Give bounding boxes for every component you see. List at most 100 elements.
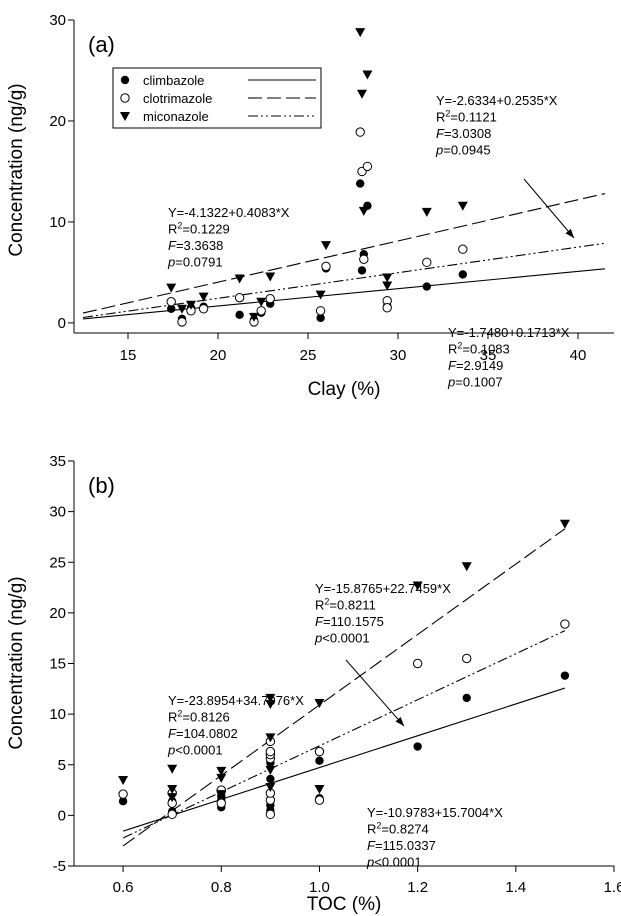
annotation-line: Y=-4.1322+0.4083*X — [168, 205, 290, 220]
data-point — [382, 273, 393, 283]
data-point — [120, 75, 130, 85]
y-tick-label: 10 — [49, 214, 66, 231]
fit-line-climbazole — [82, 268, 606, 320]
data-point — [412, 581, 423, 591]
annotation-line: F=104.0802 — [168, 726, 238, 741]
annotation-line: Y=-23.8954+34.7976*X — [168, 693, 304, 708]
data-point — [560, 619, 570, 629]
y-axis-label: Concentration (ng/g) — [6, 83, 27, 256]
data-point — [357, 266, 367, 275]
y-tick-label: 10 — [49, 706, 66, 723]
data-point — [256, 297, 267, 307]
data-point — [358, 206, 369, 216]
regression-annotation-clotrimazole: Y=-23.8954+34.7976*X R2=0.8126 F=104.0802 p… — [167, 693, 304, 758]
data-point — [421, 207, 432, 217]
annotation-line: Y=-2.6334+0.2535*X — [436, 93, 558, 108]
data-point — [412, 658, 423, 669]
y-tick-label: -5 — [53, 858, 66, 875]
data-point — [314, 746, 325, 757]
data-point — [118, 789, 128, 799]
data-point — [314, 698, 325, 708]
data-point — [198, 292, 209, 302]
data-point — [167, 304, 176, 313]
x-tick-label: 40 — [570, 347, 587, 364]
regression-annotation-miconazole: Y=-15.8765+22.7459*X R2=0.8211 F=110.1575 p… — [314, 581, 451, 646]
x-tick-label: 30 — [390, 347, 407, 364]
y-tick-label: 5 — [58, 757, 66, 774]
data-point — [316, 313, 325, 323]
data-point — [186, 300, 196, 310]
data-point — [458, 270, 467, 279]
data-point — [458, 244, 468, 254]
data-point — [120, 93, 130, 103]
y-axis-label: Concentration (ng/g) — [6, 576, 27, 749]
data-point — [315, 306, 326, 316]
annotation-line: p<0.0001 — [314, 631, 370, 646]
data-point — [265, 809, 276, 820]
data-point — [462, 693, 471, 703]
annotation-line: p<0.0001 — [167, 743, 223, 758]
data-point — [120, 112, 130, 121]
data-point — [265, 765, 276, 775]
data-point — [315, 756, 324, 765]
data-point — [198, 304, 209, 314]
annotation-arrow-head — [565, 228, 574, 238]
data-point — [382, 281, 393, 291]
data-point — [314, 795, 325, 805]
data-point — [560, 671, 570, 680]
data-point — [315, 290, 326, 300]
data-point — [216, 790, 227, 800]
regression-annotation-climbazole: Y=-10.9783+15.7004*X R2=0.8274 F=115.0337 p… — [366, 805, 503, 870]
x-tick-label: 0.8 — [211, 879, 232, 896]
regression-annotation-clotrimazole: Y=-4.1322+0.4083*X R2=0.1229 F=3.3638 p=0.0… — [167, 205, 290, 270]
data-point — [422, 282, 431, 291]
y-tick-label: 20 — [49, 605, 66, 622]
annotation-line: R2=0.8211 — [315, 597, 376, 613]
data-point — [382, 303, 392, 313]
data-point — [461, 562, 472, 572]
annotation-line: R2=0.8126 — [168, 709, 230, 725]
legend: climbazole clotrimazole miconazole — [112, 67, 322, 129]
x-axis-label: TOC (%) — [307, 894, 382, 915]
x-tick-label: 15 — [120, 347, 137, 364]
annotation-arrow-head — [395, 716, 404, 726]
x-tick-label: 0.6 — [113, 879, 134, 896]
data-point — [265, 293, 275, 304]
series-miconazole — [118, 519, 570, 803]
data-point — [235, 310, 244, 320]
fit-line-miconazole — [82, 242, 606, 319]
data-point — [355, 127, 365, 137]
data-point — [216, 773, 227, 783]
x-tick-label: 25 — [300, 347, 317, 364]
regression-annotation-climbazole: Y=-1.7480+0.1713*X R2=0.1083 F=2.9149 p=0.1… — [447, 325, 570, 390]
data-point — [234, 292, 245, 303]
x-tick-label: 1.2 — [407, 879, 428, 896]
panel-label: (a) — [88, 32, 115, 57]
annotation-arrow — [523, 178, 575, 239]
data-point — [314, 785, 325, 795]
legend-label: miconazole — [143, 109, 209, 124]
data-point — [234, 274, 245, 284]
data-point — [216, 798, 226, 808]
annotation-line: R2=0.1083 — [448, 341, 510, 357]
data-point — [422, 257, 432, 268]
data-point — [321, 241, 331, 251]
y-tick-label: 30 — [49, 12, 66, 29]
data-point — [265, 746, 276, 757]
legend-label: clotrimazole — [143, 91, 212, 106]
y-tick-label: 35 — [49, 453, 66, 470]
x-tick-label: 1.6 — [604, 879, 621, 896]
annotation-line: Y=-10.9783+15.7004*X — [367, 805, 503, 820]
data-point — [356, 179, 365, 188]
data-point — [118, 775, 129, 785]
data-point — [362, 70, 373, 80]
fit-line-climbazole — [122, 687, 566, 832]
data-point — [167, 764, 178, 774]
data-point — [265, 272, 276, 282]
data-point — [265, 700, 276, 709]
annotation-line: R2=0.1121 — [436, 109, 497, 125]
annotation-line: p=0.0945 — [435, 143, 491, 158]
x-tick-label: 20 — [210, 347, 227, 364]
annotation-line: F=3.0308 — [436, 126, 491, 141]
